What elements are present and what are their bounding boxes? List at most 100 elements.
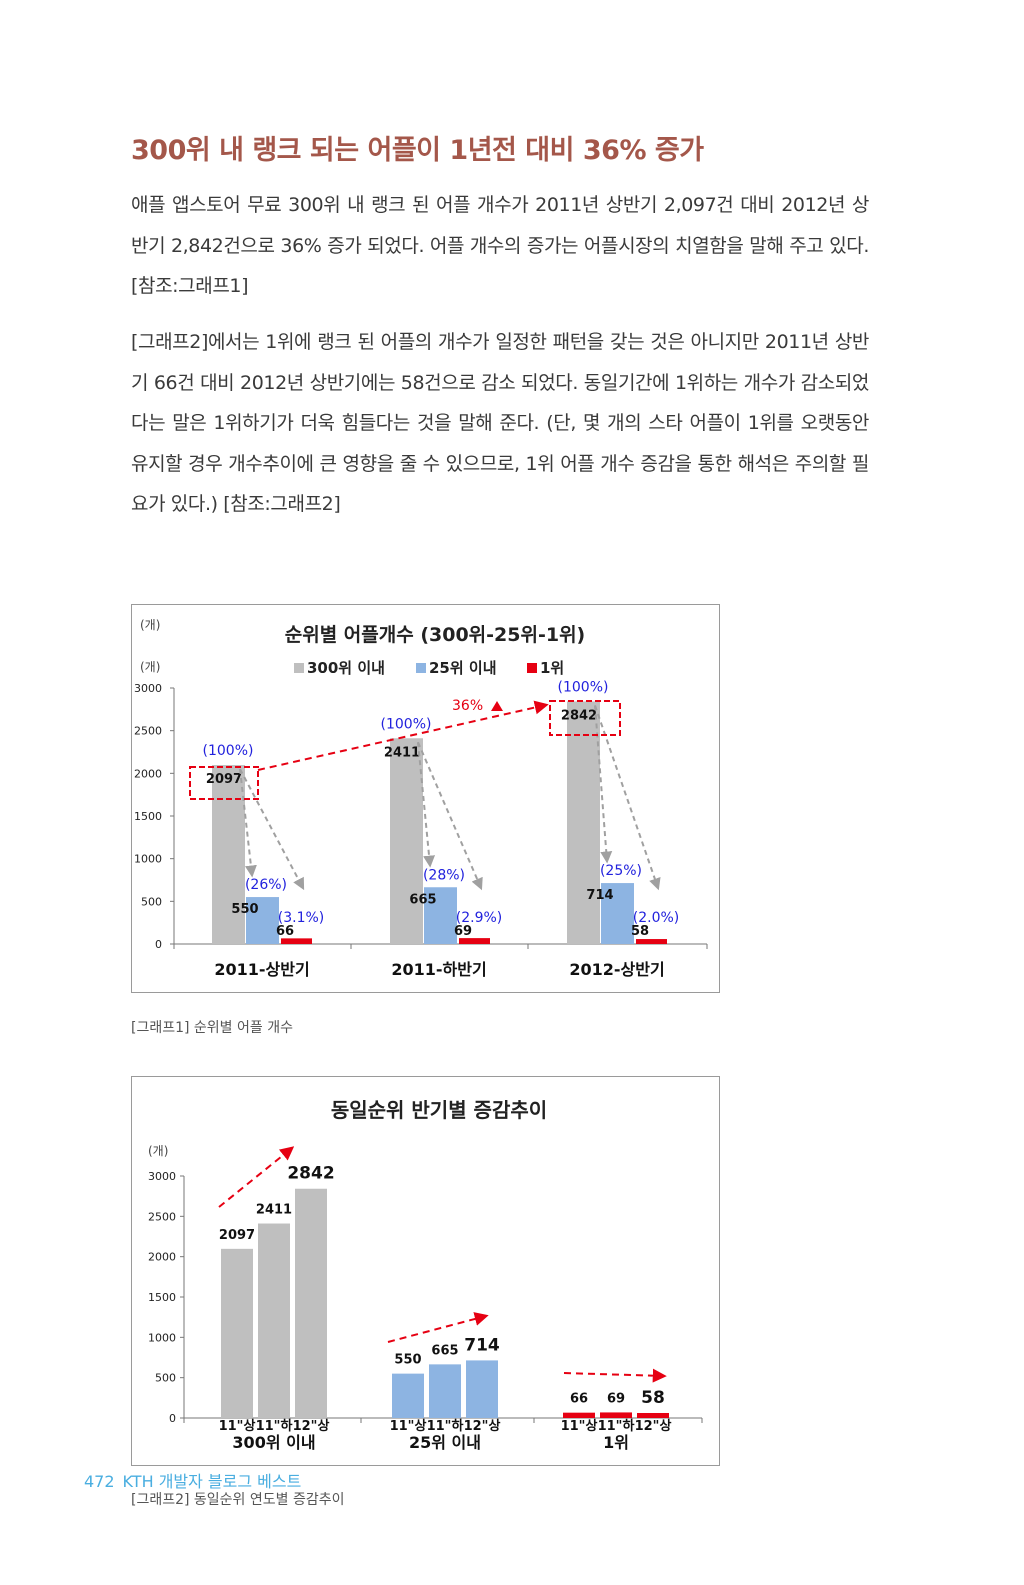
paragraph-2: [그래프2]에서는 1위에 랭크 된 어플의 개수가 일정한 패턴을 갖는 것은…	[131, 331, 869, 516]
value-label2-g0-0: 2097	[219, 1228, 255, 1243]
value-label2-g1-2: 714	[464, 1335, 500, 1355]
value-label-300-2: 2842	[561, 708, 597, 723]
book-title: KTH 개발자 블로그 베스트	[122, 1472, 302, 1491]
paragraph-1: 애플 앱스토어 무료 300위 내 랭크 된 어플 개수가 2011년 상반기 …	[131, 194, 869, 298]
growth-up-icon	[491, 701, 503, 711]
y-tick-label2-4: 2000	[148, 1251, 176, 1264]
value-label2-g0-2: 2842	[287, 1164, 334, 1184]
value-label-25-2: 714	[586, 888, 613, 903]
chart-title-2: 동일순위 반기별 증감추이	[331, 1098, 547, 1122]
arrow-to-25-1	[417, 742, 436, 868]
figure-1-caption: [그래프1] 순위별 어플 개수	[131, 1020, 293, 1036]
y-tick-label-0: 0	[155, 938, 162, 951]
category-label-0: 2011-상반기	[214, 960, 309, 979]
figure-2-caption: [그래프2] 동일순위 연도별 증감추이	[131, 1492, 345, 1508]
figure-2-chart: 동일순위 반기별 증감추이 (개) 0 500 1000 1500 2000 2500 3000…	[131, 1076, 720, 1466]
value-label2-g1-0: 550	[394, 1353, 421, 1368]
legend-swatch-0	[294, 663, 304, 673]
percent-label-1st-0: (3.1%)	[278, 910, 325, 926]
percent-label-25-1: (28%)	[423, 867, 465, 883]
legend-label-1: 25위 이내	[429, 659, 497, 677]
percent-label-300-1: (100%)	[381, 716, 432, 732]
y-tick-label-1: 500	[141, 895, 162, 908]
unit-label-top: (개)	[140, 618, 160, 632]
bar2-g0-1	[258, 1223, 290, 1418]
y-tick-label2-0: 0	[169, 1412, 176, 1425]
value-label-25-0: 550	[231, 902, 258, 917]
legend-swatch-1	[416, 663, 426, 673]
period-label2-g2-2: 12"상	[635, 1419, 672, 1434]
category-label-2: 2012-상반기	[569, 960, 664, 979]
value-label-25-1: 665	[409, 892, 436, 907]
bar-1st-2	[636, 939, 667, 944]
legend-swatch-2	[527, 663, 537, 673]
y-tick-label-6: 3000	[134, 682, 162, 695]
bar2-g1-2	[466, 1360, 498, 1418]
y-tick-label-3: 1500	[134, 810, 162, 823]
percent-label-1st-2: (2.0%)	[633, 910, 680, 926]
value-label2-g2-1: 69	[607, 1391, 625, 1406]
bar2-g1-0	[392, 1373, 424, 1418]
y-axis-label: (개)	[140, 660, 160, 674]
bar-25-1	[424, 887, 457, 944]
bar2-g2-0	[563, 1412, 595, 1418]
arrow-to-25-2	[594, 705, 613, 864]
legend-label-0: 300위 이내	[307, 659, 385, 677]
value-label2-g1-1: 665	[431, 1343, 458, 1358]
legend-label-2: 1위	[540, 659, 564, 677]
period-label2-g1-2: 12"상	[464, 1419, 501, 1434]
bar-1st-1	[459, 938, 490, 944]
page-number: 472	[84, 1472, 115, 1491]
bar2-g0-2	[295, 1188, 327, 1418]
bar-25-0	[246, 897, 279, 944]
y-tick-label-2: 1000	[134, 853, 162, 866]
figure-1-svg: (개) (개) 순위별 어플개수 (300위-25위-1위) 300위 이내 25위 이…	[134, 618, 708, 979]
figure-2-svg: 동일순위 반기별 증감추이 (개) 0 500 1000 1500 2000 2500 3000…	[148, 1098, 703, 1452]
period-label2-g0-0: 11"상	[219, 1419, 256, 1434]
section-heading: 300위 내 랭크 되는 어플이 1년전 대비 36% 증가	[131, 135, 704, 166]
bar-1st-0	[281, 938, 312, 944]
bar2-g1-1	[429, 1364, 461, 1418]
value-label-1st-2: 58	[631, 924, 649, 939]
period-label2-g1-0: 11"상	[390, 1419, 427, 1434]
percent-label-25-2: (25%)	[600, 863, 642, 879]
y-tick-label2-5: 2500	[148, 1210, 176, 1223]
period-label2-g2-1: 11"하	[598, 1418, 635, 1434]
period-label2-g2-0: 11"상	[561, 1419, 598, 1434]
period-label2-g0-2: 12"상	[293, 1419, 330, 1434]
percent-label-25-0: (26%)	[245, 877, 287, 893]
y-tick-label-5: 2500	[134, 725, 162, 738]
arrow-to-1st-1	[417, 741, 483, 891]
y-axis-label-2: (개)	[148, 1144, 168, 1158]
trend-arrow-25	[387, 1312, 489, 1343]
percent-label-300-2: (100%)	[558, 679, 609, 695]
bar-25-2	[601, 883, 634, 944]
y-tick-label2-6: 3000	[148, 1170, 176, 1183]
bar2-g2-1	[600, 1412, 632, 1418]
value-label2-g2-2: 58	[641, 1388, 665, 1408]
bar2-g0-0	[221, 1248, 253, 1418]
growth-arrow	[257, 700, 549, 771]
value-label-300-0: 2097	[206, 772, 242, 787]
group-label2-1: 25위 이내	[409, 1433, 481, 1452]
value-label-1st-0: 66	[276, 924, 294, 939]
bar-300-0	[212, 765, 245, 944]
value-label2-g0-1: 2411	[256, 1203, 292, 1218]
bar2-g2-2	[637, 1413, 669, 1418]
y-tick-label2-2: 1000	[148, 1331, 176, 1344]
group-label2-0: 300위 이내	[232, 1433, 315, 1452]
trend-arrow-300	[218, 1146, 295, 1208]
trend-arrow-1st	[563, 1368, 667, 1383]
page-footer: 472 KTH 개발자 블로그 베스트	[84, 1468, 301, 1492]
growth-annotation: 36%	[452, 698, 483, 714]
percent-label-1st-1: (2.9%)	[456, 910, 503, 926]
category-label-1: 2011-하반기	[391, 960, 486, 979]
arrow-to-1st-2	[594, 705, 661, 891]
value-label2-g2-0: 66	[570, 1392, 588, 1407]
bar-300-1	[390, 738, 423, 944]
arrow-to-1st-0	[239, 768, 305, 891]
y-tick-label-4: 2000	[134, 767, 162, 780]
figure-1-chart: (개) (개) 순위별 어플개수 (300위-25위-1위) 300위 이내 25위 이…	[131, 604, 720, 993]
chart-title: 순위별 어플개수 (300위-25위-1위)	[285, 624, 586, 646]
y-tick-label2-3: 1500	[148, 1291, 176, 1304]
